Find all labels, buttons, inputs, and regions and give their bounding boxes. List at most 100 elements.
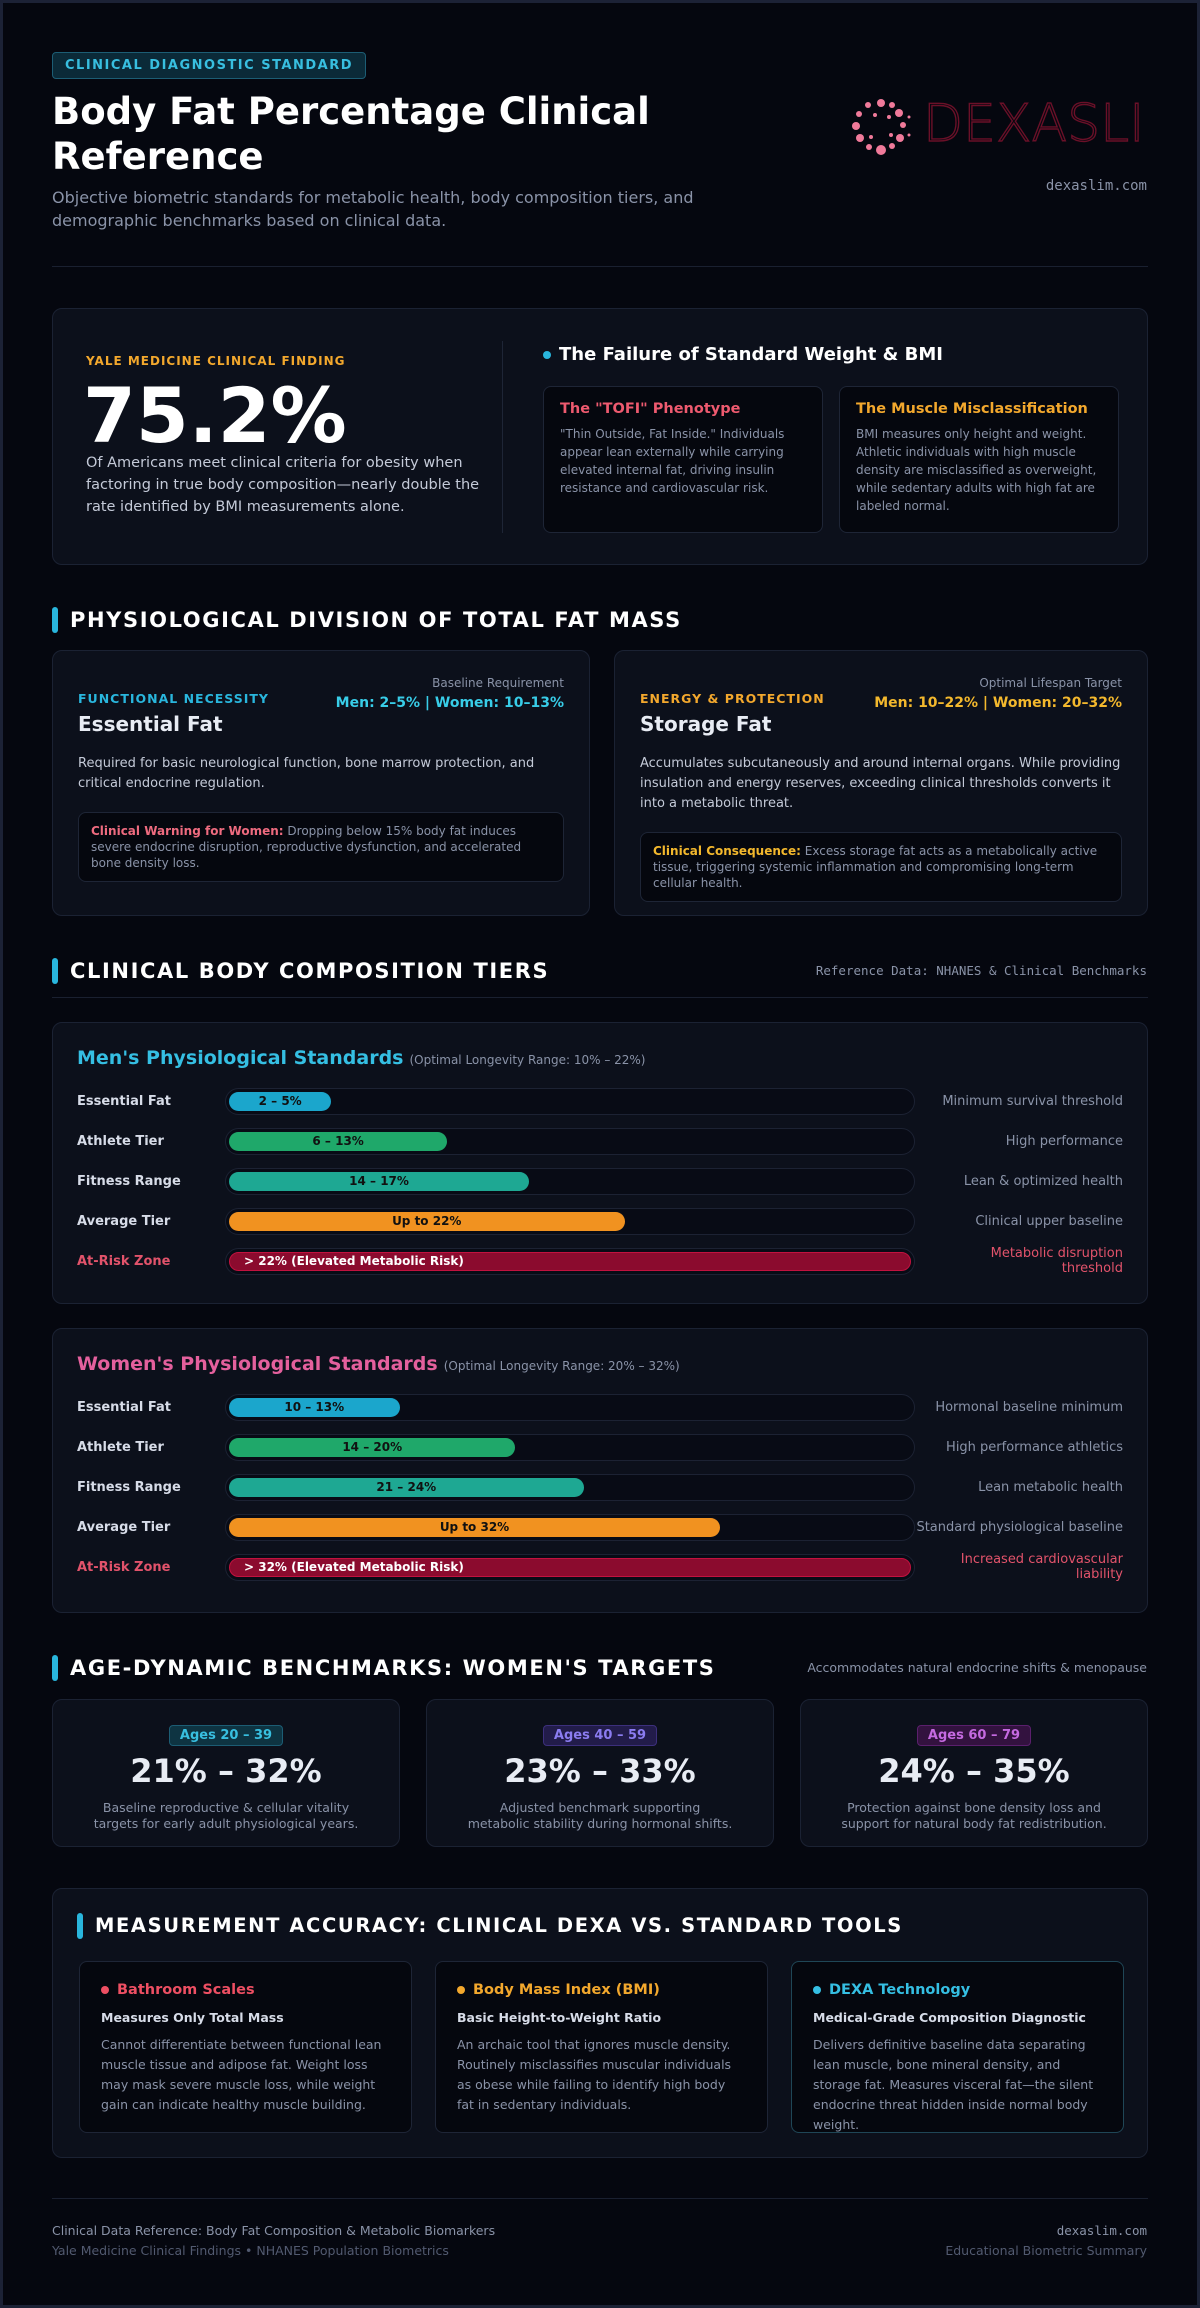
hero-subcard: The "TOFI" Phenotype "Thin Outside, Fat … [543, 386, 823, 533]
tier-label: Fitness Range [77, 1479, 181, 1495]
tier-track: Up to 32% [225, 1513, 915, 1541]
tier-bar: Up to 32% [229, 1517, 721, 1537]
tier-row: At-Risk Zone > 32% (Elevated Metabolic Ri… [77, 1547, 1123, 1587]
fat-tag: ENERGY & PROTECTION [640, 691, 825, 706]
section-heading: PHYSIOLOGICAL DIVISION OF TOTAL FAT MASS [52, 607, 682, 633]
tier-note: Increased cardiovascular liability [960, 1552, 1123, 1582]
tool-text: Cannot differentiate between functional … [101, 2037, 382, 2112]
tool-title-text: Bathroom Scales [117, 1982, 255, 1998]
tier-track: 10 – 13% [225, 1393, 915, 1421]
requirement: Baseline Requirement Men: 2–5% | Women: … [336, 675, 564, 711]
age-text: Baseline reproductive & cellular vitalit… [93, 1800, 359, 1831]
tool-subtitle: Measures Only Total Mass [101, 2010, 284, 2025]
divider [52, 997, 1148, 998]
site: dexaslim.com [1045, 178, 1147, 194]
tier-label: At-Risk Zone [77, 1253, 171, 1269]
tier-row: Athlete Tier 6 – 13% High performance [77, 1121, 1123, 1161]
rows: Essential Fat 2 – 5% Minimum survival thre… [77, 1081, 1123, 1281]
tier-bar: 14 – 17% [229, 1171, 530, 1191]
hero-text: Of Americans meet clinical criteria for … [86, 455, 480, 515]
logo: DEXASLIM [852, 95, 1151, 155]
tier-note: Clinical upper baseline [975, 1213, 1123, 1229]
tier-card: Men's Physiological Standards (Optimal Lo… [52, 1022, 1148, 1304]
tier-row: Essential Fat 10 – 13% Hormonal baseline m… [77, 1387, 1123, 1427]
age-tag: Ages 60 – 79 [916, 1725, 1032, 1746]
ages-note: Accommodates natural endocrine shifts & … [807, 1660, 1147, 1675]
group-title: Women's Physiological Standards [77, 1353, 438, 1375]
tier-note: High performance [1005, 1133, 1123, 1149]
req-value: Men: 2–5% | Women: 10–13% [335, 695, 564, 711]
tier-row: Fitness Range 21 – 24% Lean metabolic heal… [77, 1467, 1123, 1507]
divider [52, 2198, 1148, 2199]
hero-stat: 75.2% [83, 371, 347, 460]
age-card: Ages 40 – 59 23% – 33% Adjusted benchmark … [426, 1699, 774, 1847]
tier-label: Average Tier [77, 1519, 171, 1535]
tool-dot [457, 1986, 465, 1994]
tool-title: Bathroom Scales [101, 1982, 390, 1998]
tier-track: Up to 22% [225, 1207, 915, 1235]
tier-track: 6 – 13% [225, 1127, 915, 1155]
separator [502, 341, 503, 533]
tier-bar: > 22% (Elevated Metabolic Risk) [229, 1251, 911, 1271]
tier-row: Fitness Range 14 – 17% Lean & optimized he… [77, 1161, 1123, 1201]
tier-label: Athlete Tier [77, 1133, 164, 1149]
note-text: Dropping below 15% body fat induces seve… [91, 824, 522, 870]
tier-row: Average Tier Up to 32% Standard physiologi… [77, 1507, 1123, 1547]
group-header: Women's Physiological Standards (Optimal … [77, 1353, 1123, 1375]
tier-note: High performance athletics [946, 1439, 1123, 1455]
tool-dot [101, 1986, 109, 1994]
tier-row: At-Risk Zone > 22% (Elevated Metabolic Ri… [77, 1241, 1123, 1281]
tool-subtitle: Medical-Grade Composition Diagnostic [813, 2010, 1086, 2025]
tier-bar: 2 – 5% [229, 1091, 332, 1111]
tier-row: Average Tier Up to 22% Clinical upper base… [77, 1201, 1123, 1241]
group-range: (Optimal Longevity Range: 20% – 32%) [443, 1359, 680, 1373]
footer-right: dexaslim.com [1056, 2223, 1147, 2238]
group-title: Men's Physiological Standards [77, 1047, 404, 1069]
req-label: Optimal Lifespan Target [979, 676, 1122, 690]
tool-title: DEXA Technology [813, 1982, 1102, 1998]
tool-title-text: DEXA Technology [829, 1982, 971, 1998]
hero-heading: The Failure of Standard Weight & BMI [543, 344, 943, 365]
tier-track: 2 – 5% [225, 1087, 915, 1115]
tier-label: At-Risk Zone [77, 1559, 171, 1575]
tier-note: Lean metabolic health [978, 1479, 1123, 1495]
subcard-title: The Muscle Misclassification [856, 401, 1088, 417]
fat-text: Accumulates subcutaneously and around in… [640, 756, 1121, 811]
fat-card: ENERGY & PROTECTION Storage Fat Optimal … [614, 650, 1148, 916]
age-tag: Ages 20 – 39 [168, 1725, 284, 1746]
req-value: Men: 10–22% | Women: 20–32% [874, 695, 1122, 711]
note-label: Clinical Warning for Women: [91, 824, 284, 838]
fat-card: FUNCTIONAL NECESSITY Essential Fat Basel… [52, 650, 590, 916]
tier-bar: Up to 22% [229, 1211, 625, 1231]
section-heading: CLINICAL BODY COMPOSITION TIERS [52, 958, 549, 984]
tier-bar: > 32% (Elevated Metabolic Risk) [229, 1557, 911, 1577]
tool-dot [813, 1986, 821, 1994]
tier-bar: 6 – 13% [229, 1131, 448, 1151]
title: Body Fat Percentage Clinical Reference [52, 90, 650, 178]
tier-track: > 22% (Elevated Metabolic Risk) [225, 1247, 915, 1275]
hero-heading-text: The Failure of Standard Weight & BMI [559, 344, 943, 365]
note-text: Excess storage fat acts as a metabolical… [653, 844, 1098, 890]
age-range: 24% – 35% [878, 1752, 1070, 1790]
hero-label: YALE MEDICINE CLINICAL FINDING [86, 354, 346, 368]
age-text: Adjusted benchmark supporting metabolic … [467, 1800, 733, 1831]
fat-title: Essential Fat [78, 712, 223, 736]
age-range: 23% – 33% [504, 1752, 696, 1790]
badge: CLINICAL DIAGNOSTIC STANDARD [52, 52, 367, 79]
tier-row: Athlete Tier 14 – 20% High performance ath… [77, 1427, 1123, 1467]
tier-note: Minimum survival threshold [942, 1093, 1123, 1109]
tier-track: > 32% (Elevated Metabolic Risk) [225, 1553, 915, 1581]
tool-subtitle: Basic Height-to-Weight Ratio [457, 2010, 662, 2025]
reference: Reference Data: NHANES & Clinical Benchm… [815, 963, 1147, 978]
section-heading: AGE-DYNAMIC BENCHMARKS: WOMEN'S TARGETS [52, 1655, 716, 1681]
rows: Essential Fat 10 – 13% Hormonal baseline m… [77, 1387, 1123, 1587]
age-card: Ages 20 – 39 21% – 32% Baseline reproducti… [52, 1699, 400, 1847]
tool-title: Body Mass Index (BMI) [457, 1982, 746, 1998]
tier-label: Essential Fat [77, 1399, 171, 1415]
fat-note: Clinical Consequence: Excess storage fat… [640, 832, 1122, 902]
tier-bar: 14 – 20% [229, 1437, 516, 1457]
footer-left: Yale Medicine Clinical Findings • NHANES… [52, 2243, 449, 2258]
divider [52, 266, 1148, 267]
subcard-text: "Thin Outside, Fat Inside." Individuals … [560, 427, 785, 495]
tier-bar: 10 – 13% [229, 1397, 400, 1417]
